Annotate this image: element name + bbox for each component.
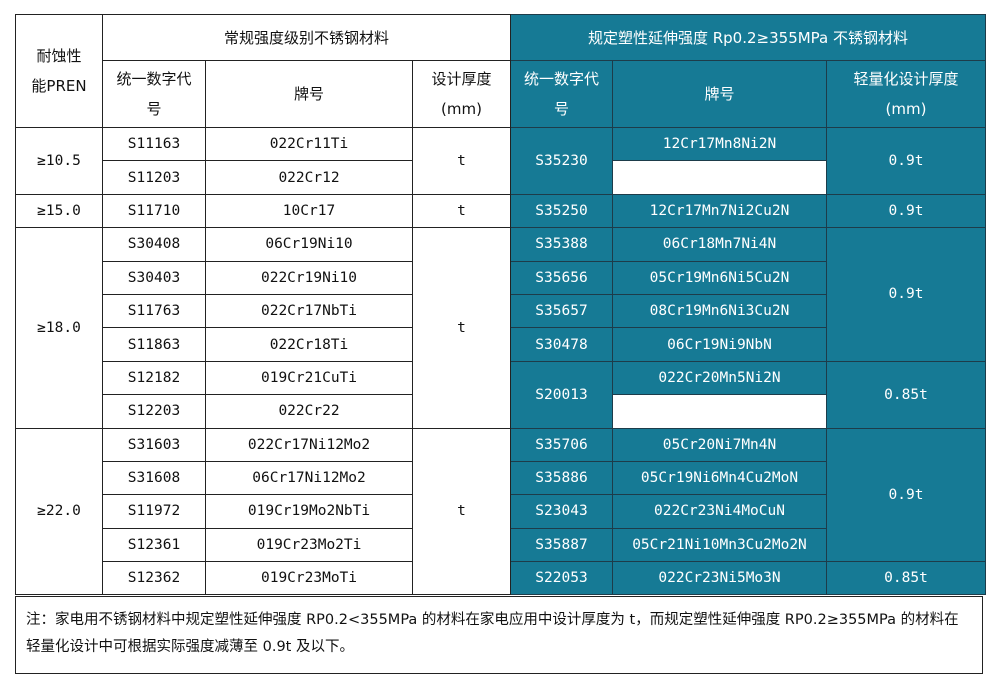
- code-cell: S12361: [102, 527, 206, 563]
- design-thickness-cell: t: [412, 227, 511, 429]
- high-grade-cell: 06Cr18Mn7Ni4N: [612, 227, 827, 262]
- high-grade-cell: 08Cr19Mn6Ni3Cu2N: [612, 293, 827, 329]
- table-row: S11863 022Cr18Ti S30478 06Cr19Ni9NbN: [16, 327, 986, 362]
- code-cell: S11710: [102, 193, 206, 229]
- light-thickness-cell: 0.85t: [826, 360, 986, 429]
- high-code-cell: S35886: [510, 460, 613, 496]
- grade-cell: 022Cr11Ti: [205, 126, 413, 162]
- grade-cell: 06Cr17Ni12Mo2: [205, 460, 413, 496]
- header-design-thickness: 设计厚度(mm): [412, 60, 511, 128]
- grade-cell: 022Cr22: [205, 394, 413, 429]
- light-thickness-cell: 0.9t: [826, 193, 986, 229]
- code-cell: S30408: [102, 227, 206, 262]
- high-code-cell: S35706: [510, 427, 613, 462]
- grade-cell: 019Cr23Mo2Ti: [205, 527, 413, 563]
- code-cell: S12182: [102, 360, 206, 396]
- code-cell: S11972: [102, 494, 206, 529]
- light-thickness-cell: 0.9t: [826, 127, 986, 195]
- table-row: ≥18.0 S30408 06Cr19Ni10 t S35388 06Cr18Mn7Ni4…: [15, 227, 986, 429]
- pren-cell: ≥22.0: [15, 427, 103, 596]
- high-grade-cell: 05Cr19Ni6Mn4Cu2MoN: [612, 460, 827, 496]
- design-thickness-cell: t: [412, 127, 511, 195]
- code-cell: S31603: [102, 427, 206, 462]
- high-grade-cell: 12Cr17Mn7Ni2Cu2N: [612, 193, 827, 229]
- header-pren: 耐蚀性能PREN: [15, 14, 103, 128]
- pren-cell: ≥10.5: [15, 127, 103, 195]
- high-grade-cell: 022Cr23Ni4MoCuN: [612, 494, 827, 529]
- code-cell: S11163: [102, 126, 206, 162]
- grade-cell: 022Cr17NbTi: [205, 293, 413, 329]
- header-light-thickness: 轻量化设计厚度(mm): [826, 60, 986, 128]
- high-grade-cell: 05Cr20Ni7Mn4N: [612, 427, 827, 462]
- grade-cell: 022Cr12: [205, 160, 413, 195]
- code-cell: S31608: [102, 460, 206, 496]
- code-cell: S11863: [102, 327, 206, 362]
- high-code-cell: S22053: [510, 561, 613, 596]
- high-code-cell: S35657: [510, 293, 613, 329]
- grade-cell: 06Cr19Ni10: [205, 227, 413, 262]
- code-cell: S30403: [102, 260, 206, 295]
- high-code-cell: S35250: [510, 193, 613, 229]
- header-high-code: 统一数字代号: [510, 60, 613, 128]
- table-row: S11972 019Cr19Mo2NbTi S23043 022Cr23Ni4MoCu…: [16, 494, 986, 529]
- pren-cell: ≥18.0: [15, 227, 103, 429]
- code-cell: S12362: [102, 561, 206, 596]
- design-thickness-cell: t: [412, 427, 511, 596]
- header-regular-group: 常规强度级别不锈钢材料: [102, 14, 511, 61]
- pren-cell: ≥15.0: [15, 193, 103, 229]
- high-grade-cell: 06Cr19Ni9NbN: [612, 327, 827, 362]
- header-high-grade: 牌号: [612, 60, 827, 128]
- light-thickness-cell: 0.9t: [826, 227, 986, 362]
- table-row: ≥10.5 S11163 022Cr11Ti t S35230 12Cr17Mn8Ni2N…: [15, 126, 986, 195]
- code-cell: S11203: [102, 160, 206, 195]
- header-grade: 牌号: [205, 60, 413, 128]
- table-row: S11763 022Cr17NbTi S35657 08Cr19Mn6Ni3Cu2N: [16, 293, 986, 329]
- grade-cell: 019Cr23MoTi: [205, 561, 413, 596]
- high-grade-cell: 022Cr20Mn5Ni2N: [612, 360, 827, 396]
- high-code-cell: S35656: [510, 260, 613, 295]
- grade-cell: 10Cr17: [205, 193, 413, 229]
- grade-cell: 022Cr18Ti: [205, 327, 413, 362]
- code-cell: S11763: [102, 293, 206, 329]
- high-grade-cell: 05Cr19Mn6Ni5Cu2N: [612, 260, 827, 295]
- grade-cell: 022Cr17Ni12Mo2: [205, 427, 413, 462]
- high-code-cell: S35230: [510, 127, 613, 195]
- grade-cell: 022Cr19Ni10: [205, 260, 413, 295]
- high-grade-cell: 05Cr21Ni10Mn3Cu2Mo2N: [612, 527, 827, 563]
- table-row: S12361 019Cr23Mo2Ti S35887 05Cr21Ni10Mn3Cu2…: [16, 527, 986, 563]
- table-row: S12182 019Cr21CuTi S20013 022Cr20Mn5Ni2N 0.8…: [16, 360, 986, 429]
- high-code-cell: S20013: [510, 360, 613, 429]
- light-thickness-cell: 0.9t: [826, 427, 986, 563]
- high-code-cell: S35887: [510, 527, 613, 563]
- high-grade-cell: 12Cr17Mn8Ni2N: [612, 126, 827, 162]
- footnote: 注：家电用不锈钢材料中规定塑性延伸强度 RP0.2<355MPa 的材料在家电应…: [15, 596, 983, 674]
- code-cell: S12203: [102, 394, 206, 429]
- table-row: S30403 022Cr19Ni10 S35656 05Cr19Mn6Ni5Cu2N: [16, 260, 986, 295]
- grade-cell: 019Cr21CuTi: [205, 360, 413, 396]
- grade-cell: 019Cr19Mo2NbTi: [205, 494, 413, 529]
- table-row: S11203 022Cr12: [16, 160, 986, 195]
- table-row: S12362 019Cr23MoTi S22053 022Cr23Ni5Mo3N 0.8…: [16, 561, 986, 596]
- high-code-cell: S35388: [510, 227, 613, 262]
- header-high-strength-group: 规定塑性延伸强度 Rp0.2≥355MPa 不锈钢材料: [510, 14, 986, 61]
- header-code: 统一数字代号: [102, 60, 206, 128]
- design-thickness-cell: t: [412, 193, 511, 229]
- light-thickness-cell: 0.85t: [826, 561, 986, 596]
- high-code-cell: S23043: [510, 494, 613, 529]
- stainless-steel-table: 耐蚀性能PREN 常规强度级别不锈钢材料 规定塑性延伸强度 Rp0.2≥355M…: [15, 14, 986, 596]
- high-code-cell: S30478: [510, 327, 613, 362]
- table-row: ≥15.0 S11710 10Cr17 t S35250 12Cr17Mn7Ni2Cu2N…: [15, 193, 986, 229]
- high-grade-cell: 022Cr23Ni5Mo3N: [612, 561, 827, 596]
- table-row: ≥22.0 S31603 022Cr17Ni12Mo2 t S35706 05Cr20Ni…: [15, 427, 986, 596]
